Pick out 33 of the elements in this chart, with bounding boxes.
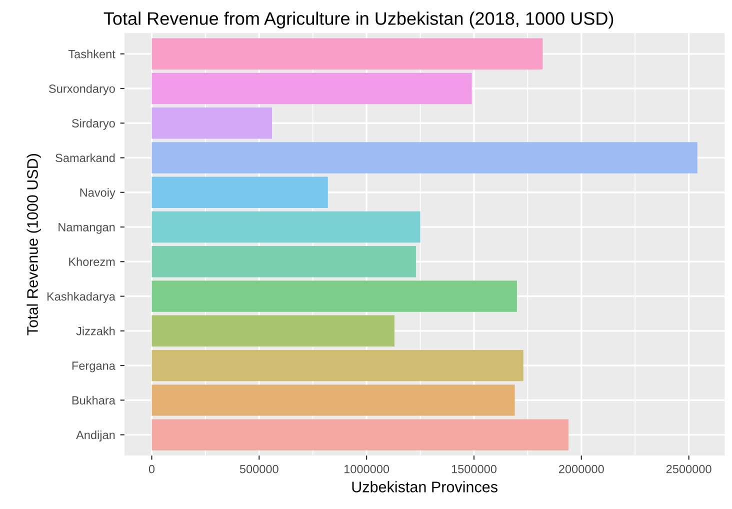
bar bbox=[152, 72, 472, 104]
bar bbox=[152, 176, 328, 208]
x-tick-label: 0 bbox=[148, 464, 155, 474]
y-tick-label: Navoiy bbox=[80, 188, 116, 200]
y-tick-label: Tashkent bbox=[68, 50, 116, 58]
bar bbox=[152, 280, 517, 312]
y-tick-label: Surxondaryo bbox=[49, 84, 115, 96]
y-tick-label: Andijan bbox=[76, 430, 115, 442]
bar bbox=[152, 211, 420, 243]
y-tick-label: Namangan bbox=[58, 223, 115, 234]
x-tick-label: 500000 bbox=[240, 464, 278, 474]
y-tick-label: Khorezm bbox=[69, 257, 115, 266]
y-tick-label: Kashkadarya bbox=[47, 292, 116, 303]
bar bbox=[152, 419, 568, 450]
y-tick-label: Bukhara bbox=[72, 396, 116, 405]
x-axis-title: Uzbekistan Provinces bbox=[352, 481, 498, 492]
x-tick-label: 2000000 bbox=[559, 464, 604, 474]
bar bbox=[152, 350, 524, 382]
bar bbox=[152, 246, 416, 278]
bar bbox=[152, 38, 543, 70]
y-axis-title: Total Revenue (1000 USD) bbox=[26, 154, 41, 336]
bar bbox=[152, 142, 698, 174]
y-tick-label: Samarkand bbox=[56, 153, 115, 162]
y-tick-label: Jizzakh bbox=[76, 326, 115, 336]
chart-title: Total Revenue from Agriculture in Uzbekistan (2018, 1000 USD) bbox=[104, 12, 614, 28]
bar bbox=[152, 384, 515, 416]
y-tick-label: Fergana bbox=[72, 362, 116, 372]
y-tick-label: Sirdaryo bbox=[72, 118, 115, 130]
x-tick-label: 1000000 bbox=[344, 464, 390, 474]
x-tick-label: 2500000 bbox=[666, 464, 712, 474]
bar bbox=[152, 108, 272, 139]
x-tick-label: 1500000 bbox=[452, 464, 496, 474]
bar bbox=[152, 315, 394, 346]
